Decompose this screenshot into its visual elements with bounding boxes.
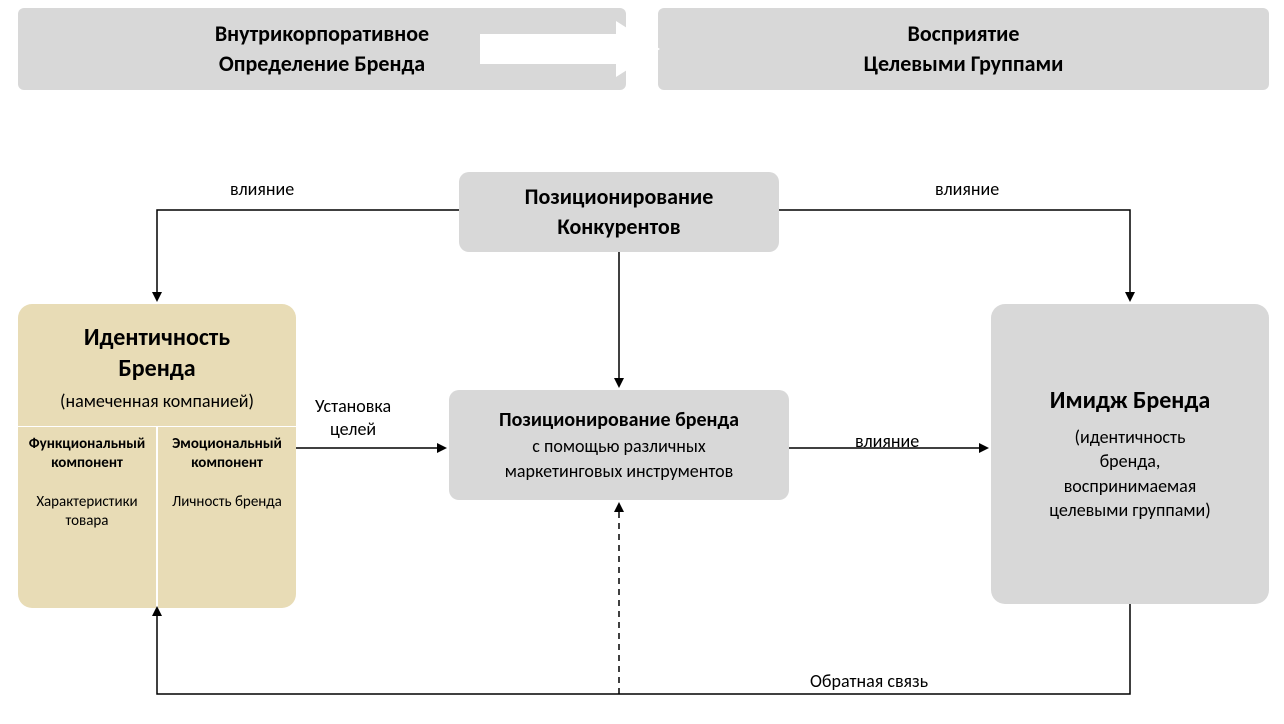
brand-positioning-sub2: маркетинговых инструментов (505, 459, 734, 483)
header-left-line2: Определение Бренда (219, 49, 425, 79)
brand-image-title: Имидж Бренда (1050, 386, 1210, 415)
identity-title-1: Идентичность (28, 322, 286, 353)
identity-node: Идентичность Бренда (намеченная компание… (18, 304, 296, 604)
header-right-box: Восприятие Целевыми Группами (658, 8, 1269, 90)
brand-positioning-title: Позиционирование бренда (499, 407, 739, 434)
identity-left-col: Функциональный компонент Характеристики … (18, 426, 157, 608)
label-influence-left: влияние (230, 178, 294, 200)
identity-sub: (намеченная компанией) (28, 390, 286, 412)
header-right-line1: Восприятие (907, 19, 1019, 49)
brand-positioning-node: Позиционирование бренда с помощью различ… (449, 390, 789, 500)
label-feedback: Обратная связь (810, 670, 928, 692)
identity-right-col: Эмоциональный компонент Личность бренда (157, 426, 296, 608)
identity-right-title: Эмоциональный компонент (164, 435, 290, 473)
competitors-line2: Конкурентов (557, 212, 680, 242)
identity-left-title: Функциональный компонент (24, 435, 150, 473)
identity-right-sub: Личность бренда (164, 493, 290, 513)
arrow-comp-right (779, 210, 1130, 300)
competitors-node: Позиционирование Конкурентов (459, 172, 779, 252)
brand-image-sub2: бренда, (1100, 449, 1161, 473)
arrow-feedback-main (157, 604, 1130, 694)
header-left-line1: Внутрикорпоративное (215, 19, 429, 49)
brand-positioning-sub1: с помощью различных (532, 434, 705, 458)
label-goal-setting: Установка целей (315, 395, 391, 442)
brand-image-sub3: воспринимаемая (1064, 474, 1197, 498)
arrow-comp-left (157, 210, 459, 300)
label-header-arrow: влияние (508, 37, 572, 59)
brand-image-node: Имидж Бренда (идентичность бренда, воспр… (991, 304, 1269, 604)
label-goal-line1: Установка (315, 395, 391, 418)
label-influence-right: влияние (935, 178, 999, 200)
brand-image-sub1: (идентичность (1075, 425, 1186, 449)
identity-title-2: Бренда (28, 353, 286, 384)
label-influence-mid: влияние (855, 430, 919, 452)
label-goal-line2: целей (315, 418, 391, 441)
competitors-line1: Позиционирование (525, 182, 714, 212)
brand-image-sub4: целевыми группами) (1049, 498, 1210, 522)
header-right-line2: Целевыми Группами (864, 49, 1064, 79)
identity-left-sub: Характеристики товара (24, 493, 150, 532)
